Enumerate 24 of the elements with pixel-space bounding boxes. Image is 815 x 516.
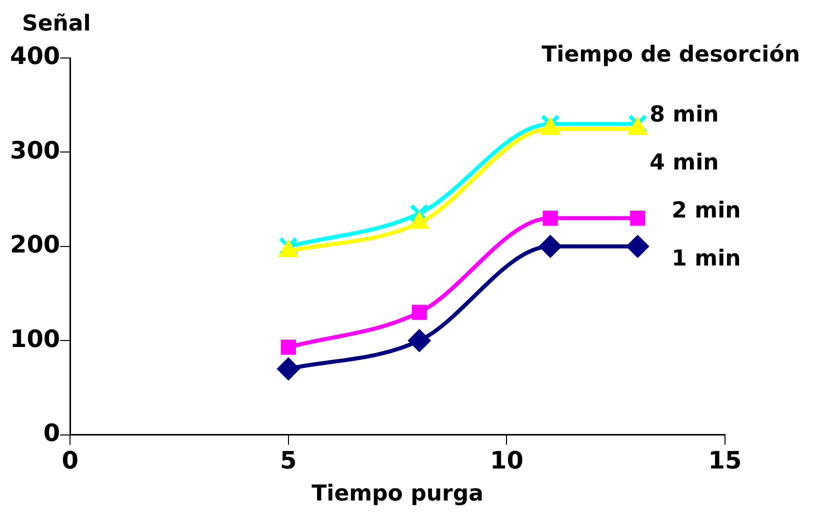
y-axis-title: Señal bbox=[22, 12, 91, 37]
series-label: 8 min bbox=[650, 102, 719, 128]
series-label: 4 min bbox=[650, 150, 719, 176]
x-tick-label: 10 bbox=[490, 446, 524, 474]
point bbox=[412, 304, 427, 320]
x-tick-label: 0 bbox=[62, 446, 78, 474]
point bbox=[538, 234, 562, 258]
x-tick-label: 5 bbox=[280, 446, 297, 474]
series-label: 1 min bbox=[672, 246, 741, 272]
point bbox=[408, 329, 431, 352]
y-tick-label: 0 bbox=[43, 419, 60, 448]
y-tick-label: 400 bbox=[10, 42, 60, 70]
x-axis-title: Tiempo purga bbox=[312, 482, 484, 507]
point bbox=[630, 210, 646, 226]
point bbox=[626, 234, 650, 258]
point bbox=[542, 210, 558, 226]
y-tick-label: 200 bbox=[10, 230, 60, 259]
point bbox=[280, 340, 296, 355]
legend-title: Tiempo de desorción bbox=[542, 42, 800, 68]
y-tick-label: 300 bbox=[10, 136, 60, 164]
y-tick-label: 100 bbox=[10, 324, 60, 353]
x-tick-label: 15 bbox=[708, 446, 742, 474]
series-label: 2 min bbox=[672, 198, 741, 224]
point bbox=[276, 357, 300, 380]
